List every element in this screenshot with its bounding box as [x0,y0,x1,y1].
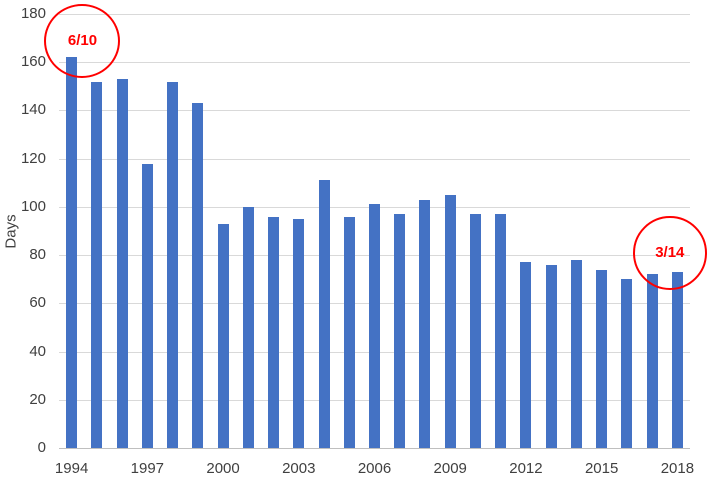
y-tick-label-140: 140 [20,101,46,119]
bar-2008 [419,199,431,448]
annotation-label: 3/14 [655,244,685,262]
y-tick-label-120: 120 [20,149,46,167]
bar-2005 [343,216,355,448]
bar-2018 [671,272,683,448]
bar-2006 [369,204,380,448]
bar-2015 [596,269,608,448]
x-tick-label-2009: 2009 [433,460,467,477]
bar-2004 [318,180,330,448]
bar-2000 [217,223,229,448]
bar-1997 [141,163,153,448]
bar-1996 [116,79,128,448]
x-tick-label-2000: 2000 [206,460,240,477]
y-tick-label-100: 100 [20,197,46,215]
annotation-label: 6/10 [67,32,98,50]
gridline-140 [59,110,690,112]
bar-2017 [646,274,658,448]
bar-2016 [621,279,633,448]
y-tick-label-160: 160 [20,53,46,71]
gridline-120 [59,158,690,160]
bar-2001 [242,206,254,448]
bar-2011 [495,214,507,448]
y-tick-label-60: 60 [29,294,46,312]
bar-2003 [293,218,305,448]
x-tick-label-2003: 2003 [282,460,316,477]
y-tick-label-0: 0 [37,439,46,456]
bar-2002 [268,216,280,448]
bar-2010 [469,214,481,448]
bar-1998 [167,81,179,448]
gridline-180 [59,14,690,15]
x-tick-label-1997: 1997 [130,460,165,477]
plot-area [59,14,690,449]
y-tick-label-20: 20 [29,390,46,408]
annotation-circle-6/10: 6/10 [44,3,121,78]
y-tick-label-40: 40 [29,342,46,360]
y-tick-label-80: 80 [29,246,46,264]
bar-1995 [91,81,103,448]
x-tick-label-2015: 2015 [584,460,619,477]
bar-2014 [570,259,582,448]
bar-1999 [192,103,204,448]
bar-2007 [394,214,406,448]
gridline-160 [59,62,690,64]
x-tick-label-2018: 2018 [660,460,695,477]
bar-2012 [520,262,532,448]
x-tick-label-2012: 2012 [509,460,543,477]
x-tick-label-2006: 2006 [357,460,392,477]
bar-1994 [66,57,78,448]
annotation-circle-3/14: 3/14 [632,215,707,290]
bar-2009 [444,194,456,448]
y-tick-label-180: 180 [20,5,46,22]
x-tick-label-1994: 1994 [54,460,89,477]
bar-2013 [545,264,557,448]
